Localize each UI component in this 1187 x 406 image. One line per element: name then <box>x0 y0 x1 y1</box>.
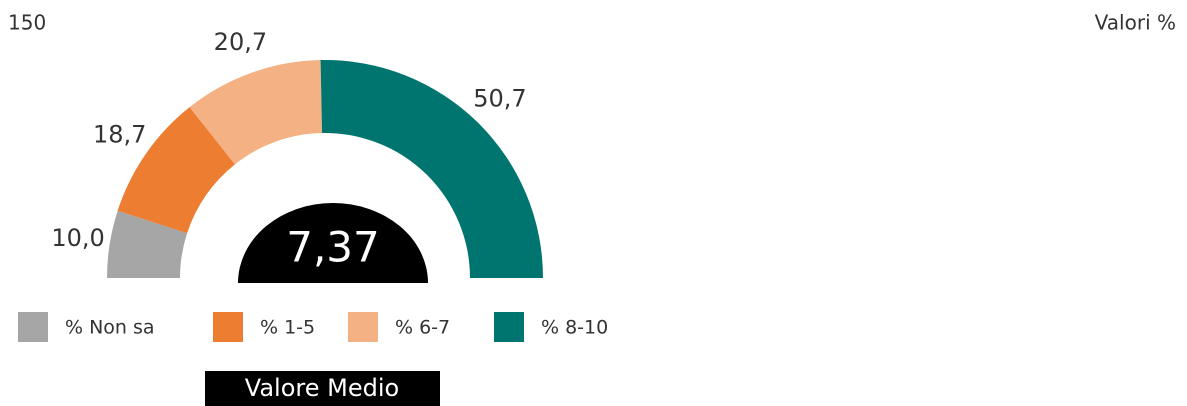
legend-label: % 6-7 <box>395 317 450 339</box>
value-label: 10,0 <box>51 224 104 252</box>
legend-swatch <box>18 312 48 342</box>
legend-swatch <box>348 312 378 342</box>
value-label: 50,7 <box>473 84 526 112</box>
center-value: 7,37 <box>286 223 380 272</box>
corner-label: 150 <box>8 11 46 35</box>
subtitle: Valori % <box>1095 11 1176 35</box>
value-label: 18,7 <box>93 120 146 148</box>
gauge-segment <box>117 107 235 234</box>
legend-label: % 8-10 <box>541 317 608 339</box>
center-caption: Valore Medio <box>245 374 399 402</box>
gauge-segment <box>107 210 188 278</box>
value-label: 20,7 <box>214 28 267 56</box>
legend-swatch <box>494 312 524 342</box>
legend-label: % 1-5 <box>260 317 315 339</box>
gauge-segment <box>189 60 323 165</box>
legend-label: % Non sa <box>65 317 155 339</box>
caption-box <box>205 371 440 406</box>
gauge-segment <box>320 60 543 278</box>
center-badge <box>238 203 428 283</box>
legend-swatch <box>213 312 243 342</box>
